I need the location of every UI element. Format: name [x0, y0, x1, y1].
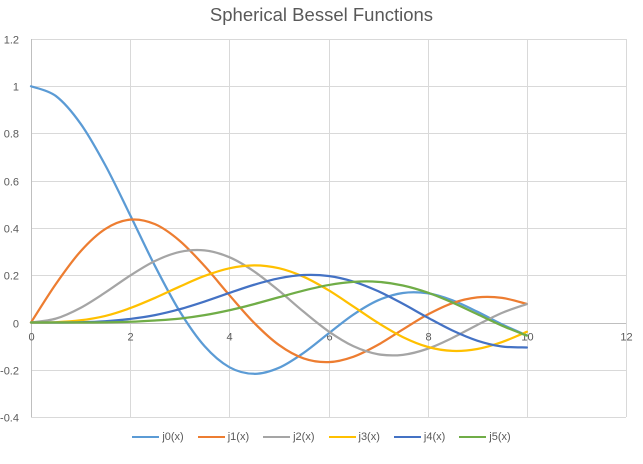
- legend-label: j0(x): [162, 431, 184, 443]
- legend-swatch-icon: [328, 435, 356, 439]
- y-tick-label: 0.6: [4, 177, 19, 189]
- data-series-lines: [29, 85, 528, 375]
- chart-title: Spherical Bessel Functions: [209, 4, 434, 25]
- y-tick-label: 0: [13, 319, 19, 331]
- legend-swatch-icon: [132, 435, 160, 439]
- legend-item: j2(x): [263, 431, 315, 443]
- legend-item: j4(x): [393, 431, 446, 443]
- gridlines: [31, 39, 627, 418]
- x-tick-label: 6: [326, 332, 332, 344]
- y-tick-label: -0.2: [0, 366, 19, 378]
- x-tick-label: 12: [620, 332, 632, 344]
- y-tick-label: -0.4: [0, 413, 19, 425]
- legend-label: j4(x): [423, 431, 446, 443]
- y-tick-label: 0.2: [4, 271, 19, 283]
- legend-item: j0(x): [132, 431, 184, 443]
- y-tick-label: 1: [13, 82, 19, 94]
- x-tick-label: 2: [127, 332, 133, 344]
- x-tick-label: 4: [226, 332, 232, 344]
- legend-item: j5(x): [459, 431, 511, 443]
- x-tick-label: 8: [425, 332, 431, 344]
- x-tick-label: 0: [28, 332, 34, 344]
- series-line-j5: [29, 280, 528, 337]
- legend-item: j3(x): [328, 431, 380, 443]
- legend-swatch-icon: [459, 435, 487, 439]
- series-line-j2: [29, 248, 528, 357]
- legend-label: j2(x): [293, 431, 315, 443]
- legend-swatch-icon: [197, 435, 225, 439]
- y-tick-label: 0.4: [4, 224, 19, 236]
- legend-label: j3(x): [358, 431, 380, 443]
- legend-label: j1(x): [227, 431, 250, 443]
- series-line-j0: [29, 85, 528, 375]
- legend-swatch-icon: [393, 435, 421, 439]
- chart-legend: j0(x) j1(x) j2(x) j3(x) j4(x) j5(x): [0, 431, 643, 443]
- legend-item: j1(x): [197, 431, 250, 443]
- y-axis-tick-labels: -0.4 -0.2 0 0.2 0.4 0.6 0.8 1 1.2: [0, 35, 19, 425]
- legend-label: j5(x): [489, 431, 511, 443]
- y-tick-label: 1.2: [4, 35, 19, 47]
- series-line-j4: [29, 273, 528, 349]
- series-line-j3: [29, 264, 528, 353]
- y-tick-label: 0.8: [4, 129, 19, 141]
- legend-swatch-icon: [263, 435, 291, 439]
- series-line-j1: [29, 218, 528, 364]
